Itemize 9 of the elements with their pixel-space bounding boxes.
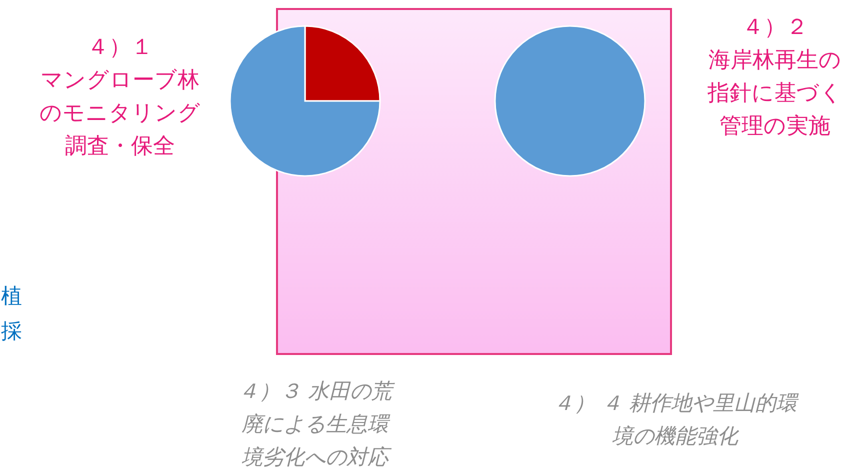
text: ４）２ bbox=[742, 15, 808, 40]
text: ４）１ bbox=[87, 35, 153, 60]
text: ４） ４ 耕作地や里山的環境の機能強化 bbox=[552, 391, 800, 448]
text: 採 bbox=[1, 319, 22, 343]
text: マングローブ林のモニタリング調査・保全 bbox=[40, 68, 200, 159]
text: 海岸林再生の指針に基づく管理の実施 bbox=[706, 48, 842, 139]
text: ４）３ 水田の荒廃による生息環境劣化への対応 bbox=[238, 379, 395, 469]
text: 植 bbox=[1, 284, 22, 308]
pie-slice bbox=[229, 25, 381, 177]
